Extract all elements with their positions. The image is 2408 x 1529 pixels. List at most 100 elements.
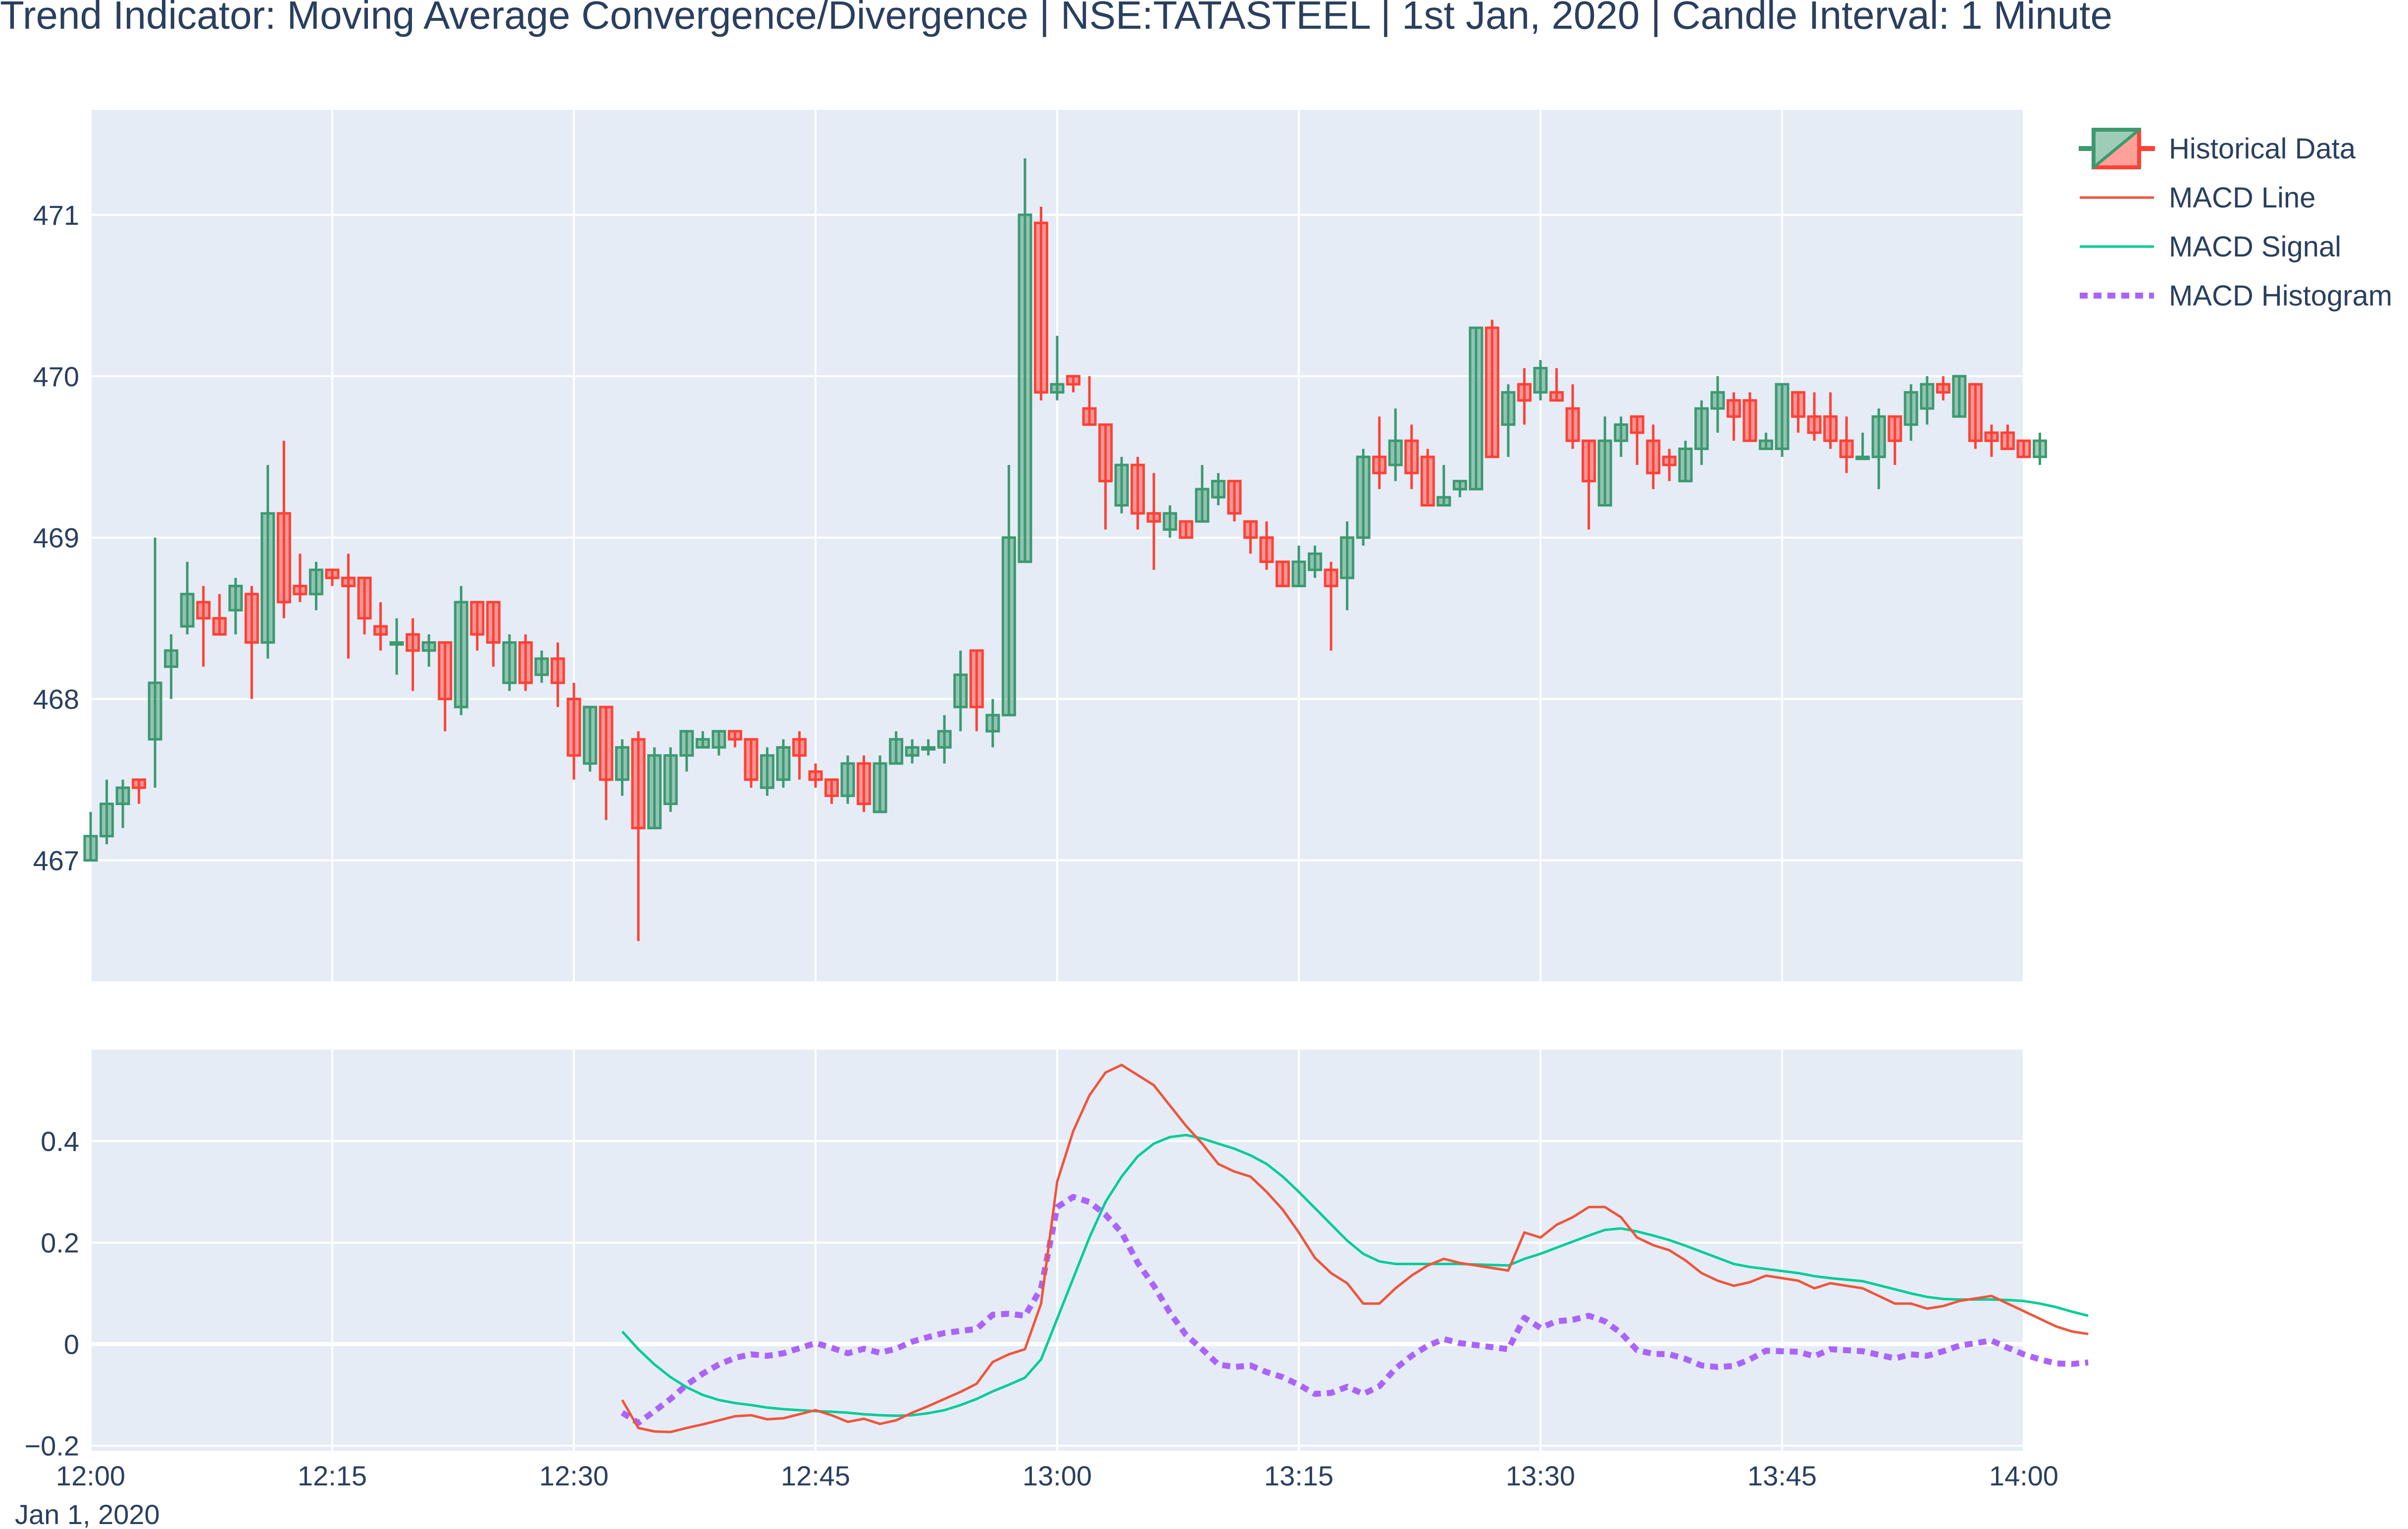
candle-body [985, 714, 1000, 733]
candle-body [1742, 399, 1757, 442]
candle [583, 706, 598, 772]
candle [1356, 449, 1371, 546]
candle [164, 634, 179, 699]
candle [1517, 368, 1532, 425]
candle [631, 731, 646, 941]
candle [357, 576, 372, 635]
candle [1501, 384, 1516, 457]
candle-body [1775, 383, 1790, 450]
candle-body [647, 754, 662, 829]
candle [1855, 432, 1870, 460]
legend: Historical Data MACD Line MACD Signal MA… [2079, 128, 2392, 312]
candle [1582, 439, 1596, 530]
candle-body [1823, 415, 1838, 442]
candle-body [1807, 415, 1822, 434]
legend-item-macd-histogram[interactable]: MACD Histogram [2080, 280, 2392, 312]
candle-body [389, 641, 404, 646]
candle-body [712, 730, 726, 749]
candle-body [1855, 456, 1870, 460]
candle-body [889, 738, 904, 765]
candle-body [776, 746, 791, 781]
candle-body [1259, 536, 1274, 563]
candle [1372, 416, 1387, 489]
macd-y-tick-label: −0.2 [24, 1430, 79, 1462]
candle-body [1469, 326, 1484, 491]
candle-body [260, 512, 275, 644]
legend-item-historical-data[interactable]: Historical Data [2079, 128, 2356, 169]
candle-body [1614, 423, 1629, 442]
candle-body [2016, 439, 2031, 459]
x-tick-label: 13:00 [1023, 1460, 1092, 1491]
candle [228, 578, 243, 635]
candle-body [1694, 407, 1709, 450]
candle [1275, 561, 1290, 587]
candle-body [1404, 439, 1419, 474]
candle [1936, 376, 1950, 401]
candle [1710, 376, 1725, 433]
candle [438, 641, 453, 731]
candle [1984, 424, 1999, 457]
candle [132, 778, 147, 804]
candle-body [1485, 326, 1499, 459]
candle [341, 554, 356, 659]
candle-body [1726, 399, 1741, 418]
candle [1308, 546, 1323, 578]
candle [969, 649, 984, 731]
candle-body [905, 746, 920, 757]
candle [325, 568, 340, 586]
candle-body [1340, 536, 1355, 579]
candle-body [1066, 375, 1081, 386]
candle [1533, 360, 1548, 401]
candle [1324, 561, 1338, 651]
candle-body [244, 593, 259, 644]
candle [100, 779, 114, 844]
candle [1082, 376, 1097, 426]
candle [1565, 384, 1580, 449]
candle-body [953, 673, 968, 709]
candle-body [1920, 383, 1935, 410]
candle [1227, 480, 1242, 522]
candle [695, 731, 710, 749]
candle [518, 634, 533, 691]
candle-body [421, 641, 436, 652]
candle-body [1372, 456, 1387, 474]
candle-body [1533, 366, 1548, 394]
candle-body [1630, 415, 1644, 434]
candle-body [115, 786, 130, 805]
price-y-tick-label: 469 [33, 522, 79, 554]
candle-body [663, 754, 678, 805]
candle [148, 537, 162, 788]
price-y-tick-label: 470 [33, 361, 79, 392]
macd-histogram-series [620, 1194, 2089, 1426]
candle [1469, 326, 1484, 491]
x-tick-label: 12:15 [298, 1460, 367, 1491]
candle-body [1646, 439, 1661, 474]
candle [840, 755, 855, 804]
candle-body [534, 657, 549, 676]
grid-layer [90, 110, 2025, 1451]
candle [1791, 391, 1806, 433]
candle [1066, 375, 1081, 393]
candle [244, 586, 259, 699]
candle-body [1871, 415, 1886, 459]
candle [1758, 432, 1773, 450]
candle [744, 738, 759, 788]
candle [1452, 480, 1467, 498]
candle [1018, 158, 1032, 563]
candle [373, 602, 388, 651]
candle [1485, 319, 1499, 459]
candle-body [341, 576, 356, 587]
candle-body [1195, 488, 1210, 523]
candle [196, 586, 211, 667]
candle-body [470, 601, 485, 636]
candle-body [550, 657, 565, 684]
candle [905, 739, 920, 764]
candle [2000, 424, 2015, 450]
candle [1291, 546, 1306, 587]
candle [1920, 376, 1935, 425]
candle [760, 747, 774, 796]
candle-body [1501, 391, 1516, 426]
candle-body [1324, 568, 1338, 587]
legend-item-macd-signal[interactable]: MACD Signal [2080, 231, 2341, 263]
legend-item-macd-line[interactable]: MACD Line [2080, 182, 2316, 214]
